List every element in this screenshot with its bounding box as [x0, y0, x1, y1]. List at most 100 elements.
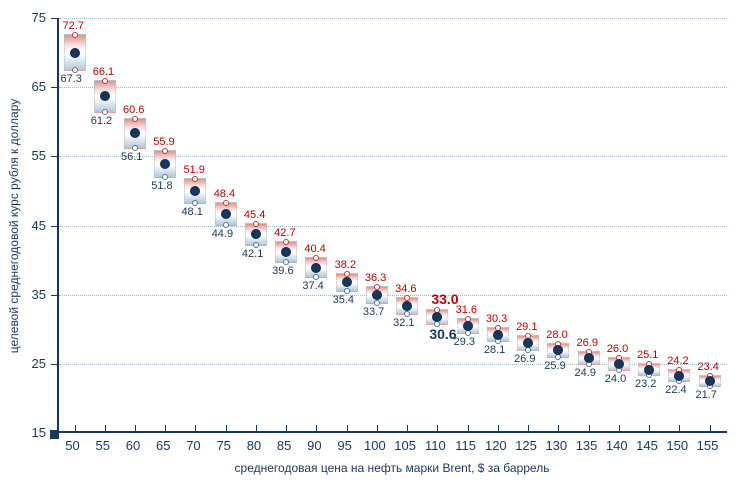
range-box	[365, 283, 388, 306]
range-box	[668, 367, 691, 384]
mid-value-dot	[402, 301, 413, 312]
range-box	[335, 270, 358, 294]
high-value-label: 72.7	[62, 19, 84, 32]
low-value-label: 29.3	[453, 336, 476, 349]
mid-value-dot	[492, 329, 503, 340]
x-tick-label: 55	[95, 438, 110, 453]
high-value-label: 60.6	[122, 103, 145, 116]
low-value-label: 51.8	[151, 180, 173, 193]
mid-value-dot	[129, 128, 140, 139]
mid-value-dot	[190, 185, 201, 196]
mid-value-dot	[281, 247, 292, 258]
high-marker-icon	[404, 295, 411, 302]
h-gridline	[59, 363, 727, 365]
x-tick	[316, 425, 318, 431]
mid-value-dot	[553, 345, 564, 356]
x-tick	[467, 425, 469, 431]
x-tick-label: 135	[575, 438, 598, 453]
y-tick-label: 35	[31, 286, 46, 302]
mid-value-dot	[704, 375, 715, 386]
low-value-label: 48.1	[181, 206, 203, 219]
range-box	[577, 348, 600, 367]
x-tick	[104, 425, 106, 431]
mid-value-dot	[583, 352, 594, 363]
high-marker-icon	[283, 239, 290, 246]
x-tick-label: 145	[636, 438, 658, 453]
high-value-label: 34.6	[395, 283, 417, 296]
range-box	[517, 333, 540, 353]
high-marker-icon	[131, 115, 138, 122]
h-gridline	[59, 225, 727, 227]
high-marker-icon	[313, 255, 320, 262]
y-tick-label: 65	[31, 79, 46, 95]
low-marker-icon	[343, 287, 350, 294]
low-value-label: 61.2	[90, 115, 113, 128]
high-value-label: 25.1	[637, 349, 659, 362]
high-value-label: 48.4	[213, 187, 236, 200]
mid-value-dot	[371, 289, 382, 300]
mid-value-dot	[462, 321, 473, 332]
x-tick-label: 65	[155, 438, 171, 453]
high-value-label: 23.4	[697, 360, 719, 373]
y-tick-label: 25	[31, 355, 46, 371]
high-value-label: 55.9	[153, 136, 175, 149]
mid-value-dot	[674, 370, 685, 381]
y-tick-label: 55	[31, 148, 46, 164]
y-tick	[51, 433, 58, 434]
x-tick	[588, 425, 590, 431]
y-tick	[51, 294, 58, 296]
low-value-label: 24.0	[604, 372, 627, 385]
low-value-label: 42.1	[241, 247, 264, 260]
h-gridline	[59, 294, 727, 296]
range-box	[396, 295, 419, 317]
range-box	[486, 325, 509, 345]
h-gridline	[59, 87, 727, 89]
high-marker-icon	[343, 270, 350, 277]
x-tick	[74, 425, 76, 431]
high-value-label: 42.7	[274, 227, 296, 240]
mid-value-dot	[613, 358, 624, 369]
low-marker-icon	[252, 241, 259, 248]
x-tick	[437, 425, 439, 431]
high-value-label: 26.9	[576, 336, 598, 349]
x-tick	[528, 425, 530, 431]
h-gridline	[59, 156, 727, 158]
x-tick	[618, 425, 620, 431]
range-box	[698, 372, 721, 389]
x-tick-label: 85	[276, 438, 292, 453]
mid-value-dot	[220, 209, 231, 220]
low-marker-icon	[222, 222, 229, 229]
high-marker-icon	[71, 31, 78, 38]
high-marker-icon	[222, 199, 229, 206]
high-value-label: 51.9	[183, 163, 205, 176]
low-marker-icon	[192, 200, 199, 207]
high-marker-icon	[101, 77, 108, 84]
low-value-label: 23.2	[635, 378, 657, 391]
low-marker-icon	[131, 144, 138, 151]
mid-value-dot	[523, 338, 534, 349]
low-value-label: 22.4	[665, 383, 687, 396]
high-value-label: 36.3	[364, 271, 387, 284]
low-marker-icon	[313, 274, 320, 281]
origin-marker	[50, 430, 59, 439]
x-tick	[225, 425, 227, 431]
x-tick-label: 100	[364, 438, 386, 453]
x-tick-label: 115	[455, 438, 476, 453]
x-tick	[679, 425, 681, 431]
high-marker-icon	[162, 148, 169, 155]
low-value-label: 24.9	[574, 366, 596, 379]
plot-area: 72.7 67.3 66.1 61.2 60.6 56.1 55.9 51.8 51.9 48.1…	[57, 18, 727, 433]
low-value-label: 56.1	[120, 150, 143, 163]
y-tick	[51, 225, 58, 227]
x-tick-label: 105	[394, 438, 416, 453]
low-value-label: 32.1	[393, 316, 415, 329]
range-box	[305, 255, 328, 281]
mid-value-dot	[160, 159, 171, 170]
high-value-label: 38.2	[334, 258, 357, 271]
low-value-label: 26.9	[514, 352, 536, 365]
range-box	[154, 148, 177, 181]
x-tick-label: 80	[246, 438, 262, 453]
x-tick-label: 125	[515, 438, 537, 453]
x-tick-label: 150	[666, 438, 689, 453]
high-value-label: 45.4	[243, 208, 266, 221]
